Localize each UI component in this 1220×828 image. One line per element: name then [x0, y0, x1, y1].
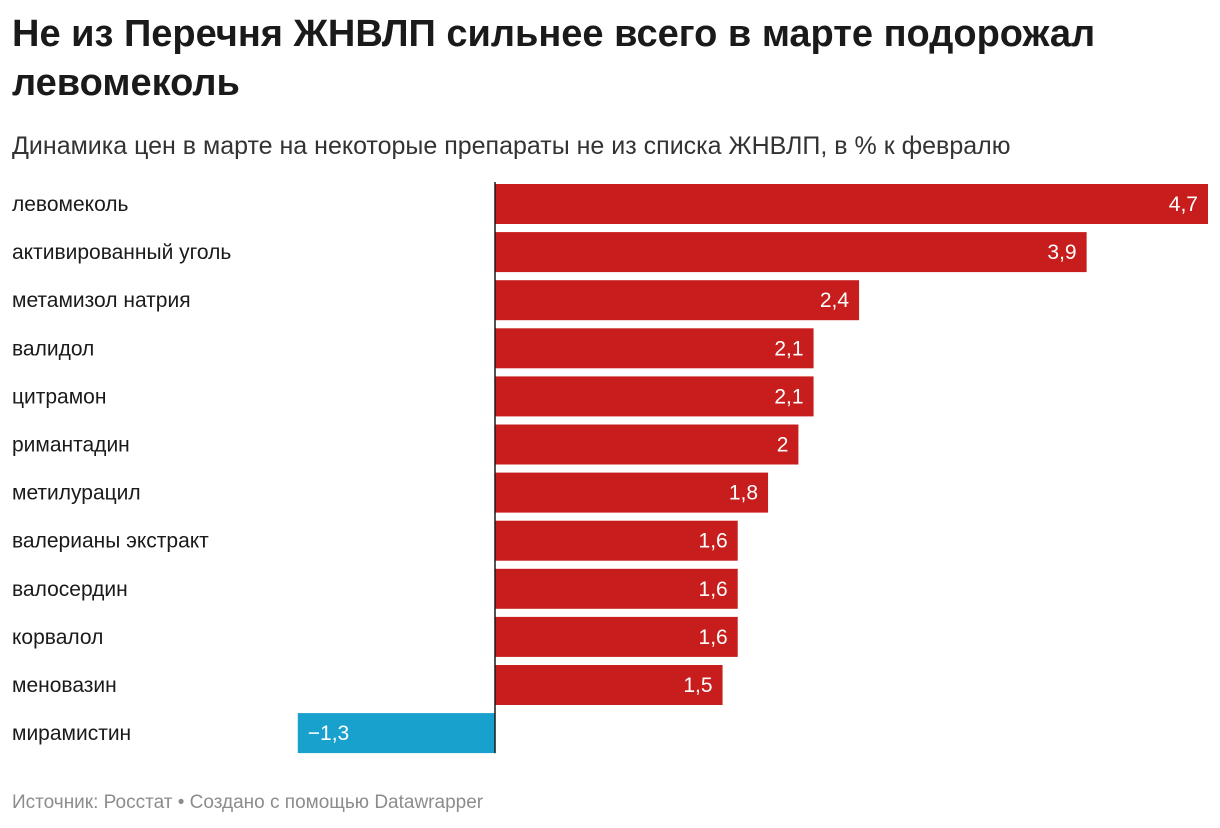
category-label: валидол — [12, 337, 94, 360]
category-label: метамизол натрия — [12, 289, 191, 312]
value-label: 1,6 — [699, 578, 728, 601]
bar[interactable] — [495, 328, 814, 369]
value-label: 2 — [777, 434, 789, 457]
footer-separator: • — [172, 792, 190, 813]
bar[interactable] — [495, 568, 738, 609]
chart-footer: Источник: Росстат • Создано с помощью Da… — [12, 792, 483, 814]
value-label: 2,4 — [820, 289, 850, 312]
category-label: метилурацил — [12, 482, 141, 505]
chart-subtitle: Динамика цен в марте на некоторые препар… — [12, 132, 1011, 160]
value-label: 4,7 — [1169, 193, 1198, 216]
category-label: валерианы экстракт — [12, 530, 209, 553]
chart-title: Не из Перечня ЖНВЛП сильнее всего в март… — [12, 13, 1096, 104]
category-label: меновазин — [12, 674, 117, 697]
bar[interactable] — [495, 616, 738, 657]
bar[interactable] — [495, 376, 814, 417]
value-label: 1,6 — [699, 626, 728, 649]
bar[interactable] — [297, 713, 495, 754]
value-label: −1,3 — [308, 722, 349, 745]
value-label: 1,5 — [683, 674, 712, 697]
value-label: 3,9 — [1047, 241, 1076, 264]
bar[interactable] — [495, 232, 1087, 273]
source-note: Источник: Росстат — [12, 792, 173, 813]
bar[interactable] — [495, 665, 723, 705]
category-label: римантадин — [12, 434, 130, 457]
bar[interactable] — [495, 280, 860, 321]
category-label: цитрамон — [12, 385, 106, 408]
bar[interactable] — [495, 424, 799, 465]
category-label: активированный уголь — [12, 241, 231, 264]
bar[interactable] — [495, 184, 1208, 224]
bar-chart: левомеколь 4,7 активированный уголь 3,9 мета… — [12, 182, 1208, 754]
value-label: 2,1 — [774, 337, 803, 360]
credit-link[interactable]: Создано с помощью Datawrapper — [189, 792, 484, 813]
value-label: 2,1 — [774, 385, 803, 408]
bar[interactable] — [495, 472, 769, 513]
bar[interactable] — [495, 520, 738, 561]
value-label: 1,6 — [699, 530, 728, 553]
value-label: 1,8 — [729, 482, 758, 505]
category-label: левомеколь — [12, 193, 129, 216]
category-label: валосердин — [12, 578, 128, 601]
category-label: мирамистин — [12, 722, 131, 745]
category-label: корвалол — [12, 626, 103, 649]
